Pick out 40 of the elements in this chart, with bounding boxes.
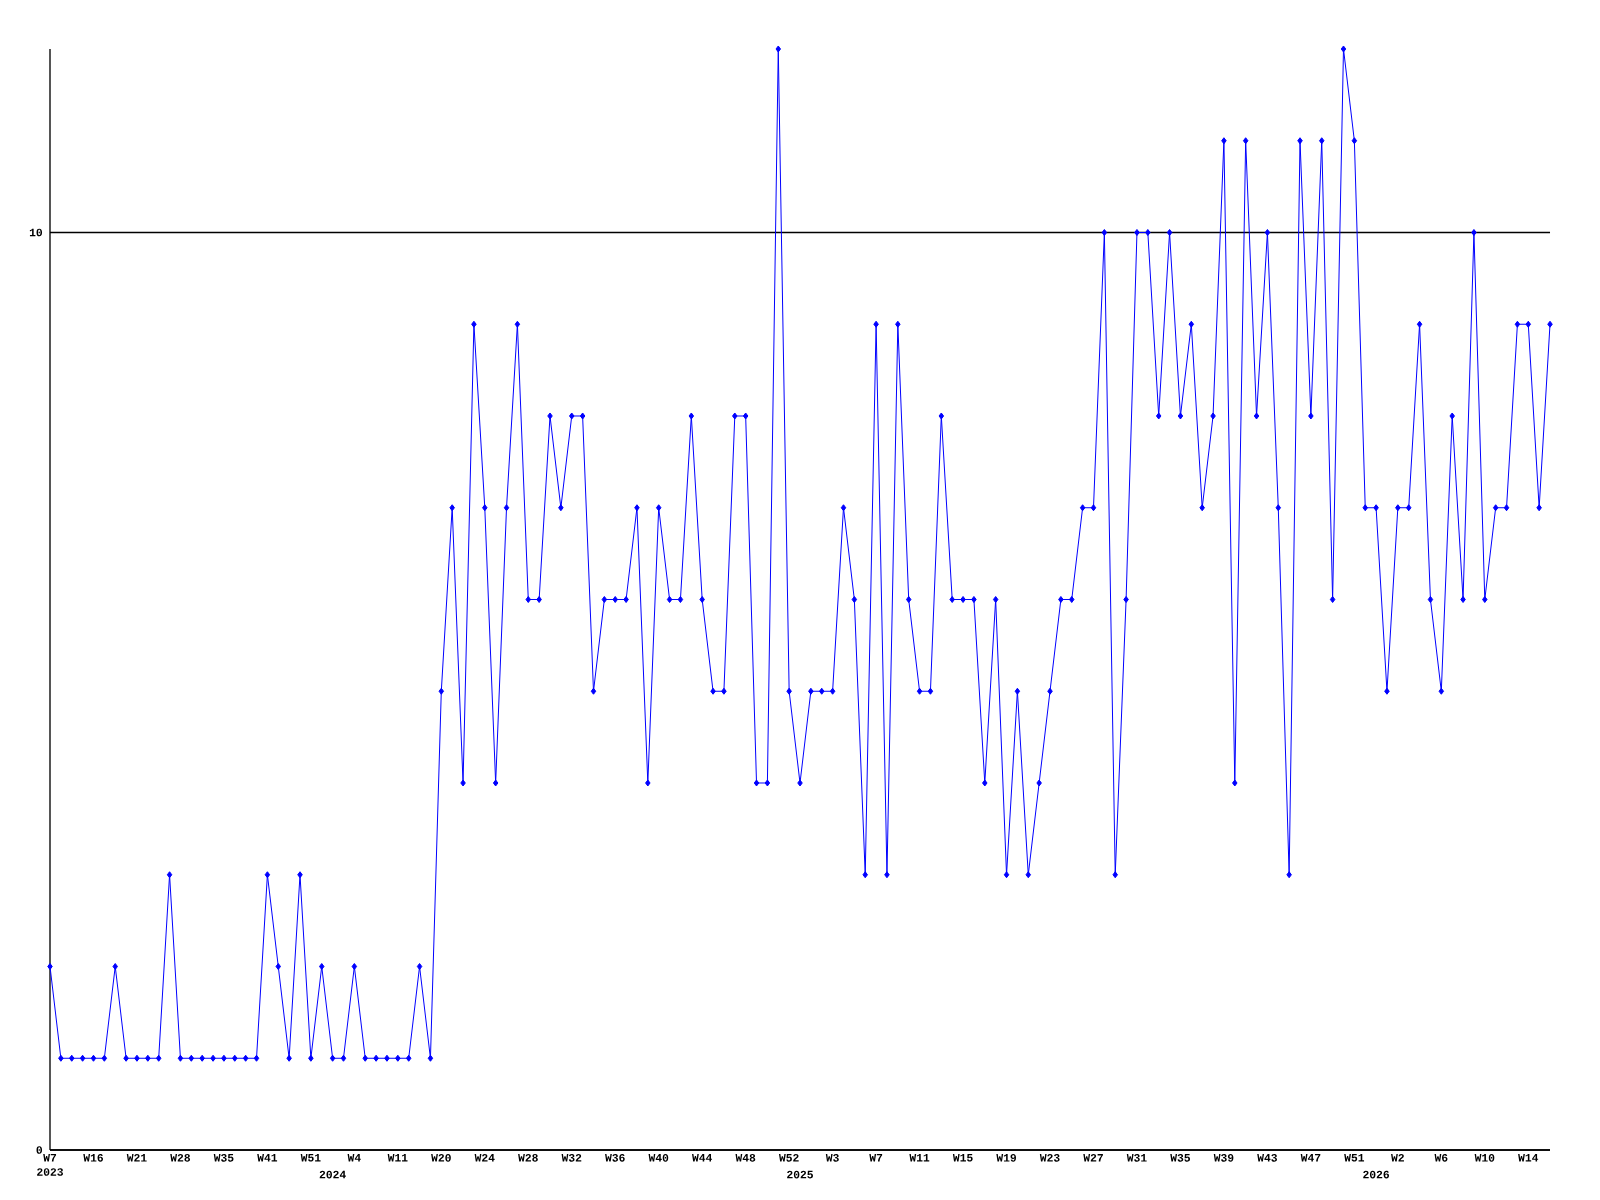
- x-tick-label: W24: [474, 1154, 495, 1162]
- x-tick-label: W21: [126, 1154, 147, 1162]
- x-tick-label: 2025: [787, 1170, 813, 1179]
- x-tick-label: W47: [1300, 1153, 1321, 1162]
- x-tick-label: W2: [1391, 1154, 1404, 1162]
- x-tick-label: W20: [431, 1154, 451, 1162]
- x-tick-label: W16: [83, 1154, 104, 1162]
- x-tick-label: W35: [1170, 1154, 1191, 1162]
- y-tick-label: 10: [29, 228, 43, 237]
- x-tick-label: W41: [257, 1153, 278, 1162]
- x-tick-label: W28: [518, 1154, 538, 1162]
- x-tick-label: W19: [996, 1154, 1017, 1162]
- y-tick-label: 0: [36, 1146, 43, 1154]
- x-tick-label: W7: [869, 1153, 883, 1162]
- x-tick-label: W36: [605, 1154, 625, 1162]
- x-tick-label: W11: [909, 1153, 930, 1162]
- x-tick-label: W39: [1213, 1154, 1234, 1162]
- x-tick-label: W48: [735, 1154, 756, 1162]
- x-tick-label: W6: [1434, 1154, 1448, 1162]
- x-tick-label: W14: [1518, 1153, 1539, 1162]
- x-tick-label: 2024: [319, 1170, 346, 1179]
- x-tick-label: W27: [1083, 1154, 1103, 1162]
- x-tick-label: W10: [1474, 1154, 1495, 1162]
- x-tick-label: W35: [213, 1154, 234, 1162]
- x-tick-label: W31: [1126, 1154, 1147, 1162]
- x-tick-label: 2026: [1363, 1170, 1390, 1179]
- x-tick-label: W51: [300, 1153, 321, 1162]
- x-tick-label: W52: [778, 1154, 799, 1162]
- x-tick-label: W43: [1257, 1154, 1277, 1162]
- x-tick-label: W3: [825, 1154, 839, 1162]
- x-tick-label: W44: [692, 1153, 713, 1162]
- x-tick-label: W11: [387, 1153, 408, 1162]
- x-tick-label: W15: [952, 1153, 973, 1162]
- x-tick-label: W28: [170, 1154, 191, 1162]
- x-tick-label: W4: [347, 1153, 361, 1162]
- x-tick-label: W23: [1039, 1154, 1060, 1162]
- x-tick-label: W51: [1344, 1153, 1365, 1162]
- x-tick-label: W32: [561, 1154, 582, 1162]
- x-tick-label: W40: [648, 1154, 669, 1162]
- x-tick-label: W7 2023: [37, 1153, 63, 1176]
